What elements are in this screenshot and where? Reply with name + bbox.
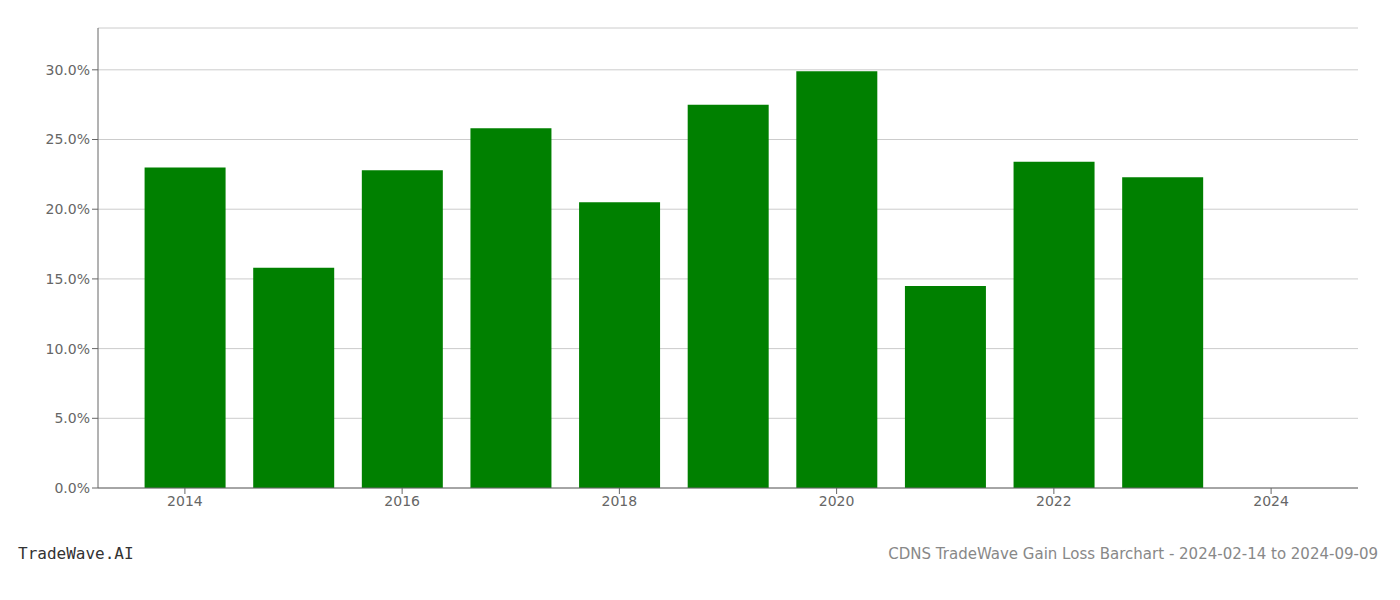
svg-text:2024: 2024 — [1253, 493, 1289, 509]
svg-text:25.0%: 25.0% — [46, 131, 90, 147]
svg-text:30.0%: 30.0% — [46, 62, 90, 78]
html-text:TradeWave.AI: TradeWave.AI — [18, 544, 134, 563]
svg-text:2018: 2018 — [602, 493, 638, 509]
svg-text:10.0%: 10.0% — [46, 341, 90, 357]
svg-text:5.0%: 5.0% — [54, 410, 90, 426]
svg-text:15.0%: 15.0% — [46, 271, 90, 287]
svg-text:2014: 2014 — [167, 493, 203, 509]
html-text:CDNS TradeWave Gain Loss Barch: CDNS TradeWave Gain Loss Barchart - 2024… — [888, 545, 1378, 563]
svg-text:0.0%: 0.0% — [54, 480, 90, 496]
svg-text:2016: 2016 — [384, 493, 420, 509]
svg-text:2020: 2020 — [819, 493, 855, 509]
svg-text:2022: 2022 — [1036, 493, 1072, 509]
svg-text:20.0%: 20.0% — [46, 201, 90, 217]
